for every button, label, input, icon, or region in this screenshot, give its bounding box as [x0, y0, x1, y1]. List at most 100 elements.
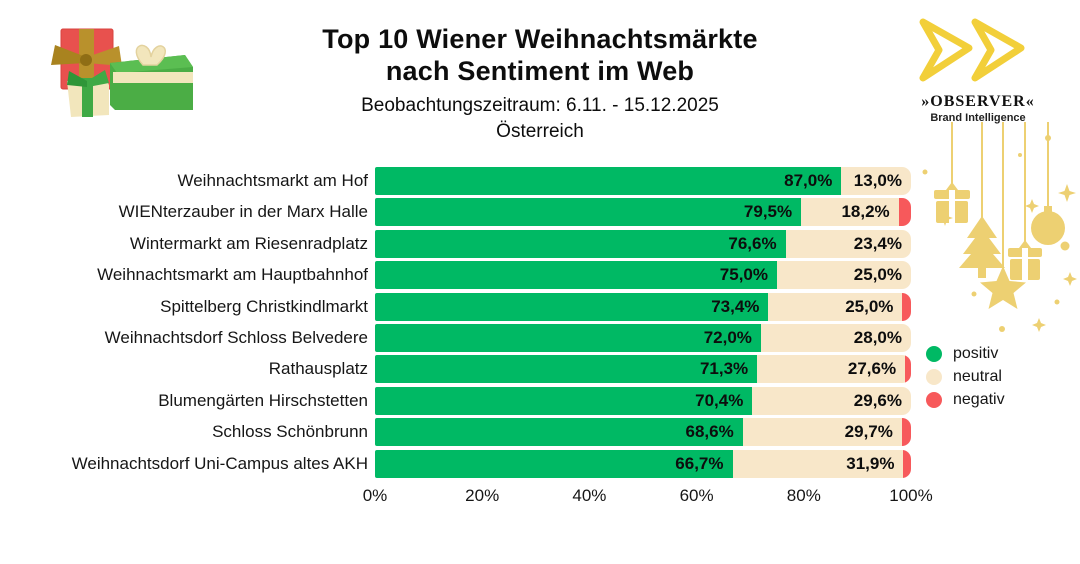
- bar-track: 70,4% 29,6%: [375, 386, 911, 415]
- bar-value-label: 66,7%: [675, 453, 724, 473]
- page-title: Top 10 Wiener Weihnachtsmärkte nach Sent…: [0, 24, 1080, 88]
- x-axis-tick: 80%: [786, 486, 821, 505]
- bar-track: 87,0% 13,0%: [375, 167, 911, 195]
- bar-track: 75,0% 25,0%: [375, 261, 911, 290]
- bar-segment-positiv: 75,0%: [375, 261, 777, 290]
- bar-segment-neutral: 25,0%: [777, 261, 911, 290]
- chart-row: Wintermarkt am Riesenradplatz 76,6% 23,4%: [10, 229, 911, 258]
- bar-segment-neutral: 27,6%: [757, 355, 906, 384]
- bar-value-label: 29,7%: [844, 422, 893, 442]
- bar-value-label: 72,0%: [703, 327, 752, 347]
- bar-value-label: 71,3%: [699, 359, 749, 379]
- bar-segment-neutral: 29,6%: [752, 386, 911, 415]
- bar-track: 73,4% 25,0%: [375, 292, 911, 321]
- bar-segment-negativ: [903, 449, 911, 478]
- x-axis-tick: 100%: [889, 486, 933, 505]
- x-axis-tick: 60%: [679, 486, 714, 505]
- chart-row: Weihnachtsdorf Schloss Belvedere 72,0% 28,…: [10, 323, 911, 352]
- observation-period: Beobachtungszeitraum: 6.11. - 15.12.2025: [361, 94, 719, 116]
- bar-value-label: 23,4%: [853, 233, 902, 253]
- bar-segment-neutral: 25,0%: [768, 292, 903, 321]
- bar-value-label: 68,6%: [685, 422, 734, 442]
- bar-value-label: 25,0%: [853, 265, 902, 285]
- bar-value-label: 28,0%: [853, 327, 902, 347]
- category-label: Weihnachtsmarkt am Hauptbahnhof: [97, 265, 368, 285]
- bar-segment-negativ: [905, 355, 911, 384]
- bar-segment-negativ: [901, 418, 911, 447]
- legend-label: neutral: [953, 367, 1002, 385]
- bar-value-label: 18,2%: [841, 202, 890, 222]
- region-label: Österreich: [496, 120, 584, 142]
- bar-segment-neutral: 18,2%: [801, 198, 899, 227]
- negative-color-dot: [926, 391, 942, 408]
- bar-value-label: 70,4%: [695, 390, 744, 410]
- bar-segment-neutral: 23,4%: [785, 229, 911, 258]
- x-axis-tick: 0%: [362, 486, 388, 505]
- chart-row: WIENterzauber in der Marx Halle 79,5% 18,2…: [10, 198, 911, 227]
- bar-segment-positiv: 71,3%: [375, 355, 758, 384]
- x-axis-tick: 20%: [465, 486, 500, 505]
- category-label: Rathausplatz: [268, 359, 368, 379]
- title-line-2: nach Sentiment im Web: [385, 55, 695, 86]
- bar-track: 68,6% 29,7%: [375, 418, 911, 447]
- category-label: WIENterzauber in der Marx Halle: [118, 202, 368, 222]
- category-label: Spittelberg Christkindlmarkt: [160, 296, 368, 316]
- bar-segment-positiv: 87,0%: [375, 167, 842, 195]
- legend-item-negativ: negativ: [926, 388, 1005, 411]
- x-axis-tick: 40%: [572, 486, 607, 505]
- chart-header: Top 10 Wiener Weihnachtsmärkte nach Sent…: [0, 24, 1080, 143]
- chart-row: Spittelberg Christkindlmarkt 73,4% 25,0%: [10, 292, 911, 321]
- bar-segment-positiv: 73,4%: [375, 292, 769, 321]
- bar-segment-neutral: 29,7%: [742, 418, 902, 447]
- category-label: Blumengärten Hirschstetten: [158, 390, 368, 410]
- title-line-1: Top 10 Wiener Weihnachtsmärkte: [322, 24, 758, 54]
- chart-row: Weihnachtsmarkt am Hauptbahnhof 75,0% 25,0…: [10, 261, 911, 290]
- chart-row: Weihnachtsmarkt am Hof 87,0% 13,0%: [10, 167, 911, 195]
- category-label: Weihnachtsmarkt am Hof: [177, 171, 368, 190]
- bar-value-label: 27,6%: [847, 359, 897, 379]
- bar-value-label: 75,0%: [719, 265, 768, 285]
- bar-value-label: 76,6%: [728, 233, 777, 253]
- chart-row: Weihnachtsdorf Uni-Campus altes AKH 66,7%…: [10, 449, 911, 478]
- bar-value-label: 29,6%: [853, 390, 902, 410]
- category-label: Wintermarkt am Riesenradplatz: [129, 233, 368, 253]
- bar-segment-positiv: 72,0%: [375, 323, 761, 352]
- category-label: Weihnachtsdorf Schloss Belvedere: [104, 327, 368, 347]
- bar-value-label: 25,0%: [845, 296, 894, 316]
- bar-track: 72,0% 28,0%: [375, 323, 911, 352]
- chart-row: Blumengärten Hirschstetten 70,4% 29,6%: [10, 386, 911, 415]
- bar-segment-neutral: 31,9%: [732, 449, 904, 478]
- positive-color-dot: [926, 345, 942, 362]
- bar-value-label: 31,9%: [846, 453, 895, 473]
- gift-boxes-illustration: [51, 28, 193, 117]
- bar-segment-positiv: 70,4%: [375, 386, 753, 415]
- chart-row: Rathausplatz 71,3% 27,6%: [10, 355, 911, 384]
- bar-segment-neutral: 13,0%: [841, 167, 911, 195]
- bar-track: 66,7% 31,9%: [375, 449, 911, 478]
- bar-value-label: 87,0%: [784, 171, 833, 190]
- legend-label: positiv: [953, 344, 999, 362]
- bar-value-label: 79,5%: [743, 202, 793, 222]
- bar-track: 76,6% 23,4%: [375, 229, 911, 258]
- bar-segment-positiv: 76,6%: [375, 229, 786, 258]
- legend-item-positiv: positiv: [926, 342, 1005, 365]
- neutral-color-dot: [926, 368, 942, 385]
- legend-item-neutral: neutral: [926, 365, 1005, 388]
- logo-tagline: Brand Intelligence: [930, 112, 1026, 124]
- chart-row: Schloss Schönbrunn 68,6% 29,7%: [10, 418, 911, 447]
- category-label: Weihnachtsdorf Uni-Campus altes AKH: [71, 453, 368, 473]
- category-label: Schloss Schönbrunn: [212, 422, 368, 442]
- bar-track: 79,5% 18,2%: [375, 198, 911, 227]
- bar-segment-neutral: 28,0%: [760, 323, 911, 352]
- bar-segment-positiv: 68,6%: [375, 418, 743, 447]
- hanging-ornaments-illustration: [922, 122, 1077, 332]
- legend: positiv neutral negativ: [926, 342, 1005, 411]
- bar-value-label: 73,4%: [711, 296, 760, 316]
- double-chevron-icon: [919, 18, 1025, 82]
- bar-segment-positiv: 79,5%: [375, 198, 802, 227]
- x-axis: 0% 20% 40% 60% 80% 100%: [363, 486, 933, 508]
- logo-name: »OBSERVER«: [921, 93, 1035, 110]
- observer-logo: »OBSERVER« Brand Intelligence: [888, 14, 1068, 124]
- chart-rows: Weihnachtsmarkt am Hof 87,0% 13,0% WIENterz…: [10, 167, 911, 478]
